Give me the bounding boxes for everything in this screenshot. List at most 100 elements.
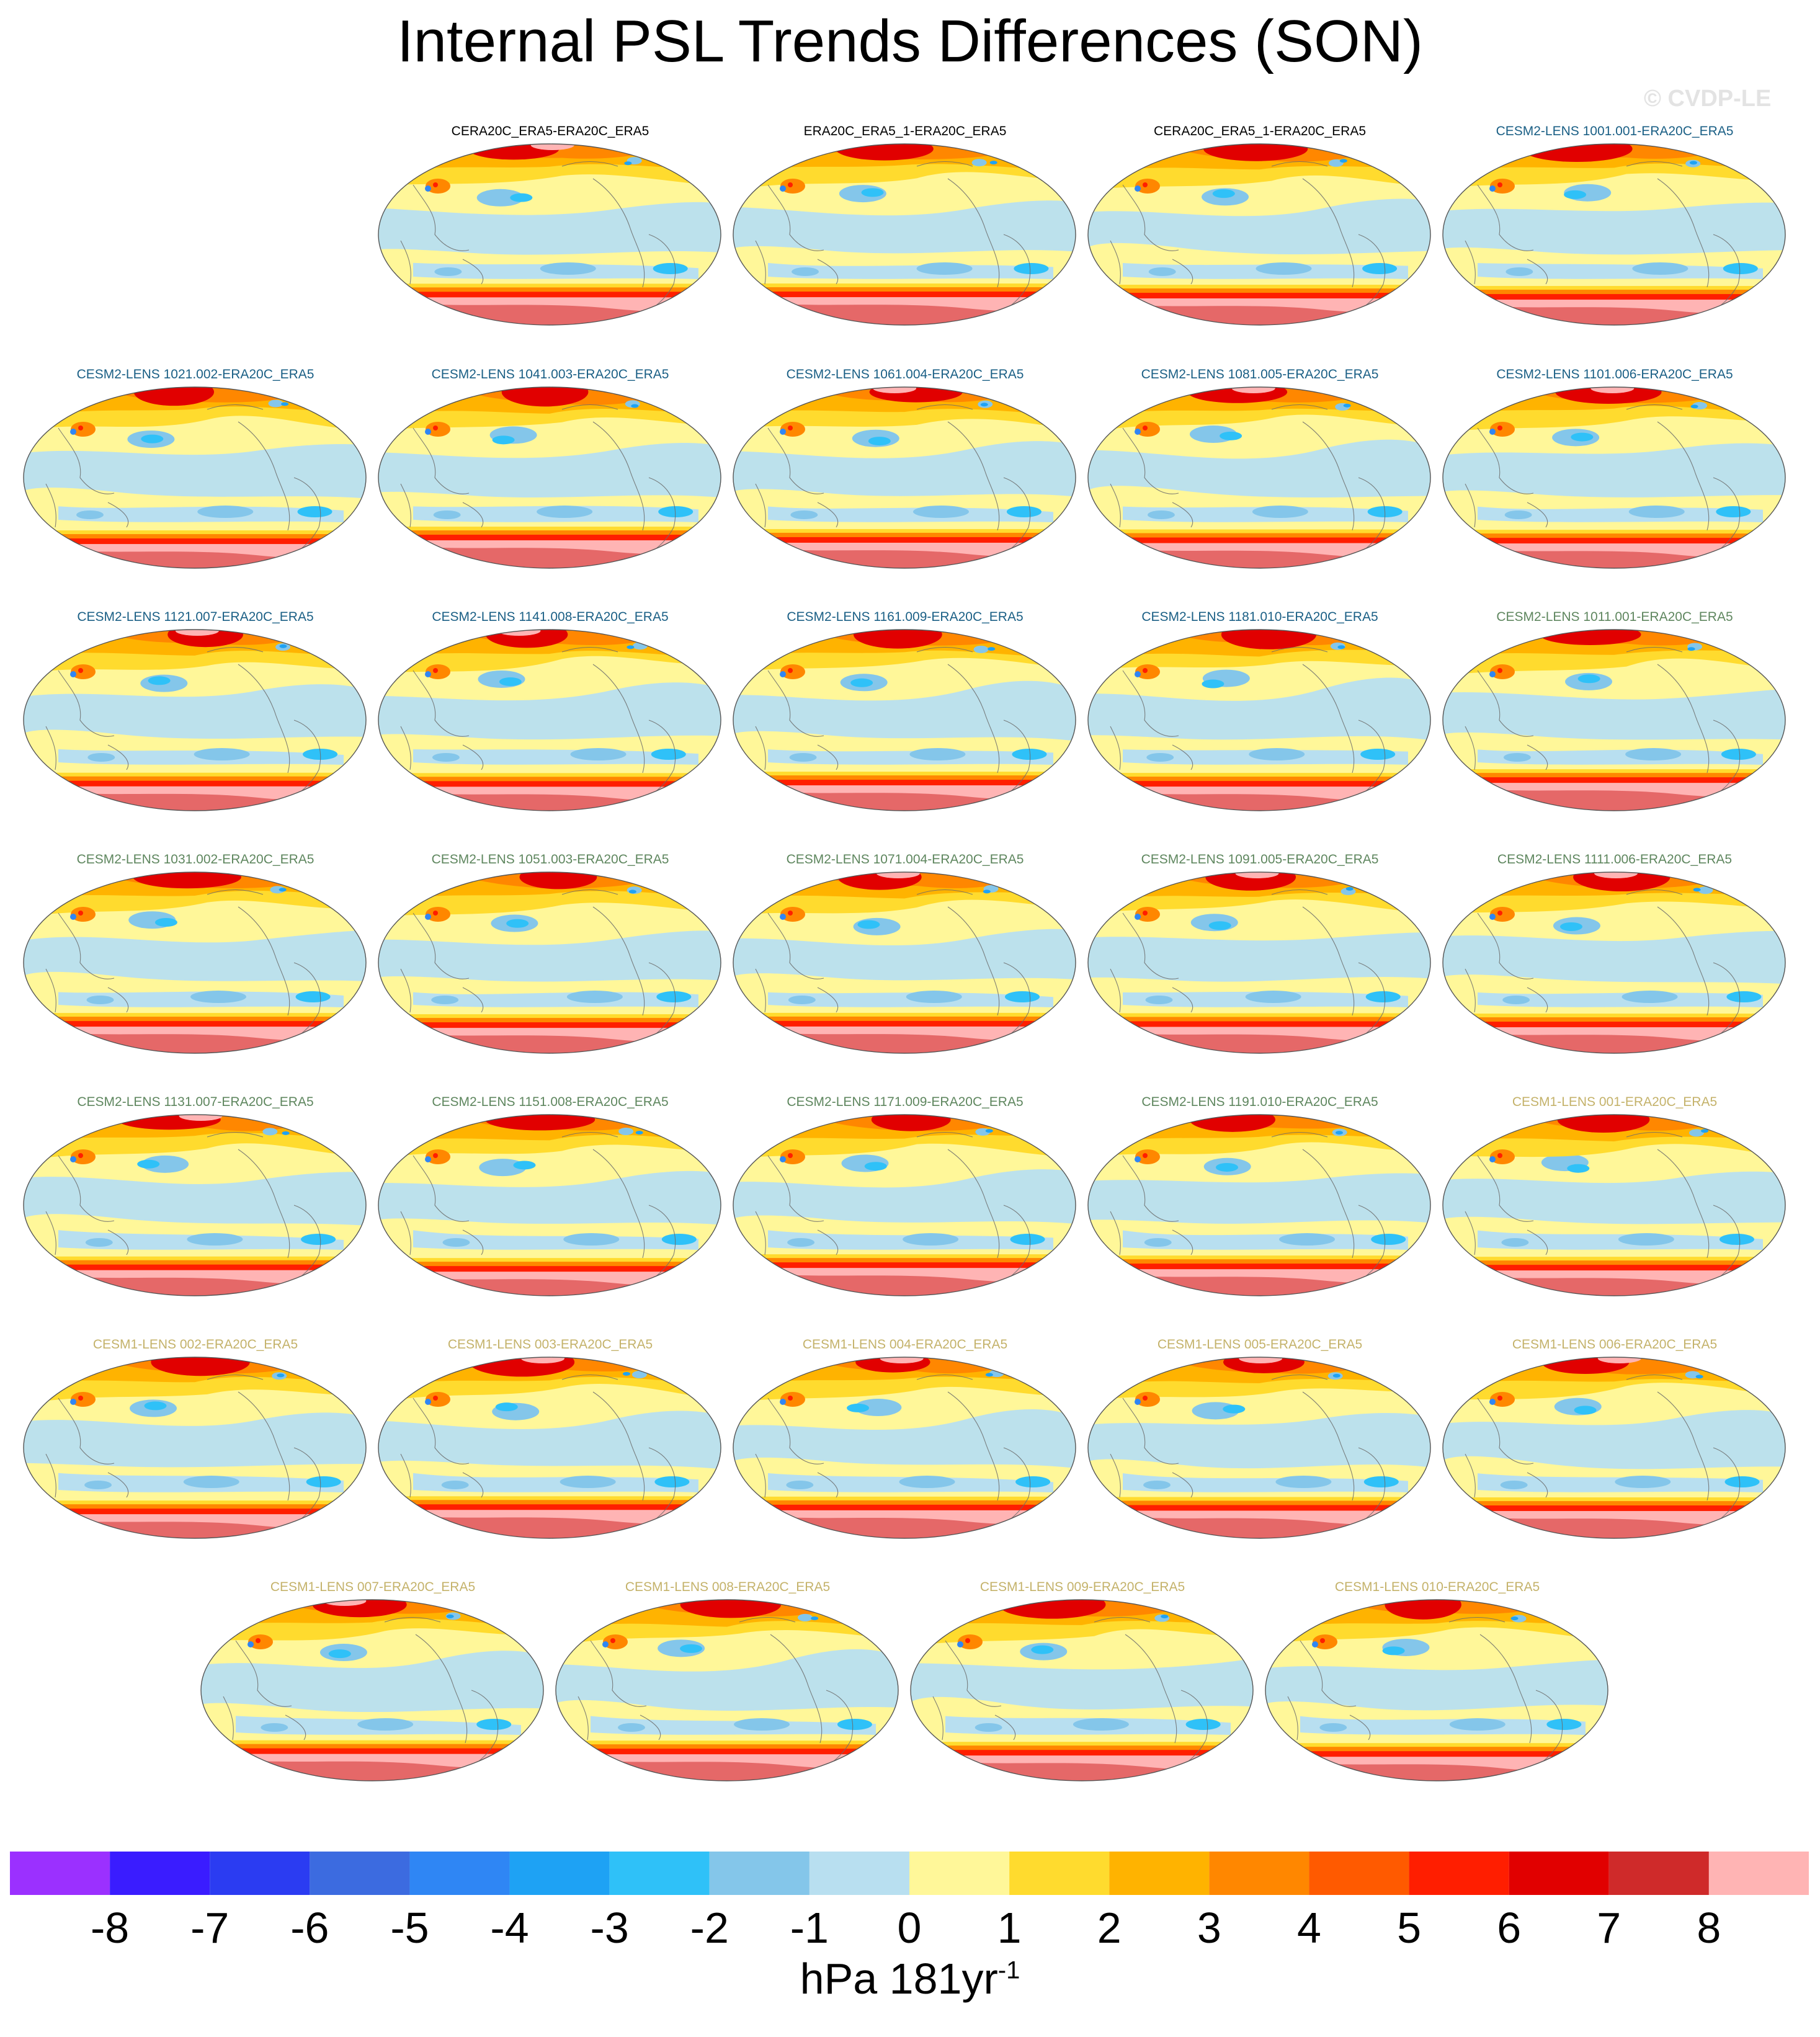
panel-title: CESM2-LENS 1121.007-ERA20C_ERA5	[77, 610, 314, 624]
panel-title: CESM2-LENS 1191.010-ERA20C_ERA5	[1141, 1095, 1378, 1109]
map-panel: CESM2-LENS 1161.009-ERA20C_ERA5	[728, 610, 1082, 845]
map-panel: CESM1-LENS 007-ERA20C_ERA5	[196, 1580, 550, 1816]
colorbar-tick-label: 3	[1197, 1904, 1221, 1952]
world-map-panel	[733, 871, 1076, 1054]
panel-title: CESM2-LENS 1161.009-ERA20C_ERA5	[787, 610, 1024, 624]
panel-title: ERA20C_ERA5_1-ERA20C_ERA5	[803, 124, 1007, 138]
map-panel: CESM2-LENS 1151.008-ERA20C_ERA5	[373, 1095, 727, 1331]
panel-title: CESM2-LENS 1051.003-ERA20C_ERA5	[431, 852, 669, 867]
world-map-panel	[23, 386, 367, 569]
panel-title: CERA20C_ERA5_1-ERA20C_ERA5	[1154, 124, 1366, 138]
colorbar-tick-label: 6	[1497, 1904, 1522, 1952]
map-panel: CESM2-LENS 1171.009-ERA20C_ERA5	[728, 1095, 1082, 1331]
colorbar-swatch	[909, 1852, 1010, 1895]
world-map-panel	[1442, 629, 1786, 811]
world-map-panel	[23, 629, 367, 811]
map-panel: CERA20C_ERA5-ERA20C_ERA5	[373, 124, 727, 360]
world-map-panel	[555, 1599, 899, 1781]
world-map-panel	[733, 1114, 1076, 1296]
colorbar-tick-label: 8	[1697, 1904, 1721, 1952]
units-exponent: -1	[997, 1956, 1020, 1984]
colorbar-swatch	[110, 1852, 210, 1895]
panel-title: CESM1-LENS 001-ERA20C_ERA5	[1512, 1095, 1718, 1109]
map-panel: CESM2-LENS 1091.005-ERA20C_ERA5	[1083, 852, 1437, 1088]
panel-title: CESM1-LENS 008-ERA20C_ERA5	[625, 1580, 831, 1594]
map-panel: CESM2-LENS 1011.001-ERA20C_ERA5	[1438, 610, 1791, 845]
map-panel: CESM2-LENS 1051.003-ERA20C_ERA5	[373, 852, 727, 1088]
world-map-panel	[733, 143, 1076, 326]
colorbar-swatch	[1309, 1852, 1409, 1895]
watermark: © CVDP-LE	[1644, 86, 1772, 112]
map-panel: CESM2-LENS 1111.006-ERA20C_ERA5	[1438, 852, 1791, 1088]
world-map-panel	[23, 1357, 367, 1539]
map-panel: CESM1-LENS 006-ERA20C_ERA5	[1438, 1337, 1791, 1573]
map-panel: CESM2-LENS 1181.010-ERA20C_ERA5	[1083, 610, 1437, 845]
panel-title: CESM2-LENS 1041.003-ERA20C_ERA5	[431, 367, 669, 381]
panel-title: CESM1-LENS 009-ERA20C_ERA5	[979, 1580, 1185, 1594]
world-map-panel	[200, 1599, 544, 1781]
map-panel: CESM1-LENS 008-ERA20C_ERA5	[551, 1580, 904, 1816]
colorbar-swatch	[809, 1852, 909, 1895]
world-map-panel	[910, 1599, 1254, 1781]
colorbar-tick-label: -6	[290, 1904, 329, 1952]
panel-title: CESM2-LENS 1151.008-ERA20C_ERA5	[432, 1095, 669, 1109]
colorbar-swatch	[1608, 1852, 1709, 1895]
panel-title: CESM2-LENS 1091.005-ERA20C_ERA5	[1141, 852, 1379, 867]
colorbar	[10, 1852, 1809, 1895]
colorbar-tick-label: -4	[490, 1904, 529, 1952]
world-map-panel	[1265, 1599, 1608, 1781]
colorbar-swatch	[1509, 1852, 1609, 1895]
world-map-panel	[378, 629, 721, 811]
world-map-panel	[23, 1114, 367, 1296]
colorbar-tick-label: 2	[1097, 1904, 1122, 1952]
world-map-panel	[1442, 386, 1786, 569]
panel-title: CESM1-LENS 002-ERA20C_ERA5	[92, 1337, 298, 1352]
map-panel: CESM2-LENS 1141.008-ERA20C_ERA5	[373, 610, 727, 845]
panel-title: CESM2-LENS 1061.004-ERA20C_ERA5	[786, 367, 1024, 381]
map-panel: CESM1-LENS 004-ERA20C_ERA5	[728, 1337, 1082, 1573]
world-map-panel	[378, 1357, 721, 1539]
colorbar-swatch	[310, 1852, 410, 1895]
colorbar-tick-label: 5	[1397, 1904, 1422, 1952]
world-map-panel	[23, 871, 367, 1054]
colorbar-tick-label: 4	[1296, 1904, 1321, 1952]
colorbar-swatch	[210, 1852, 310, 1895]
world-map-panel	[1442, 871, 1786, 1054]
colorbar-tick-label: -8	[90, 1904, 130, 1952]
map-panel: CESM2-LENS 1041.003-ERA20C_ERA5	[373, 367, 727, 603]
colorbar-swatch	[1708, 1852, 1809, 1895]
panel-title: CESM2-LENS 1021.002-ERA20C_ERA5	[76, 367, 314, 381]
colorbar-tick-label: 1	[997, 1904, 1022, 1952]
world-map-panel	[378, 1114, 721, 1296]
world-map-panel	[1087, 386, 1431, 569]
colorbar-tick-label: 0	[897, 1904, 922, 1952]
world-map-panel	[1087, 871, 1431, 1054]
units-base: hPa 181yr	[800, 1955, 998, 2003]
panel-title: CESM2-LENS 1081.005-ERA20C_ERA5	[1141, 367, 1379, 381]
world-map-panel	[378, 871, 721, 1054]
map-panel: CESM2-LENS 1071.004-ERA20C_ERA5	[728, 852, 1082, 1088]
world-map-panel	[1442, 1357, 1786, 1539]
panel-title: CESM2-LENS 1131.007-ERA20C_ERA5	[77, 1095, 314, 1109]
world-map-panel	[378, 143, 721, 326]
map-panel: CESM2-LENS 1021.002-ERA20C_ERA5	[19, 367, 372, 603]
world-map-panel	[1087, 143, 1431, 326]
colorbar-swatch	[1209, 1852, 1309, 1895]
map-panel: ERA20C_ERA5_1-ERA20C_ERA5	[728, 124, 1082, 360]
panel-title: CESM2-LENS 1141.008-ERA20C_ERA5	[432, 610, 669, 624]
map-panel: CESM1-LENS 002-ERA20C_ERA5	[19, 1337, 372, 1573]
panel-title: CERA20C_ERA5-ERA20C_ERA5	[451, 124, 649, 138]
colorbar-swatch	[409, 1852, 510, 1895]
colorbar-swatch	[10, 1852, 110, 1895]
world-map-panel	[1442, 1114, 1786, 1296]
panel-title: CESM2-LENS 1071.004-ERA20C_ERA5	[786, 852, 1024, 867]
colorbar-tick-label: 7	[1597, 1904, 1621, 1952]
figure-title: Internal PSL Trends Differences (SON)	[396, 8, 1424, 74]
map-panel: CESM1-LENS 009-ERA20C_ERA5	[906, 1580, 1259, 1816]
panel-title: CESM2-LENS 1111.006-ERA20C_ERA5	[1497, 852, 1733, 867]
panel-title: CESM1-LENS 007-ERA20C_ERA5	[270, 1580, 476, 1594]
panel-title: CESM1-LENS 010-ERA20C_ERA5	[1334, 1580, 1540, 1594]
panel-title: CESM1-LENS 004-ERA20C_ERA5	[802, 1337, 1008, 1352]
map-panel: CESM2-LENS 1001.001-ERA20C_ERA5	[1438, 124, 1791, 360]
world-map-panel	[733, 386, 1076, 569]
